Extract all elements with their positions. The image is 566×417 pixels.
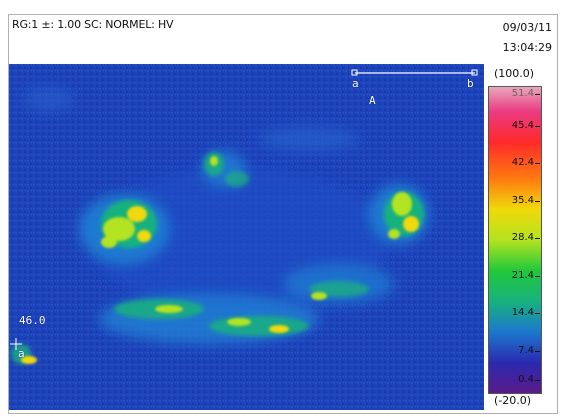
spot-temperature-value: 46.0 <box>19 314 46 327</box>
colorbar-tick: 7.4 <box>490 345 540 356</box>
colorbar-tick: 0.4 <box>490 374 540 385</box>
colorbar-tick: 21.4 <box>490 270 540 281</box>
colorbar-max-label: (100.0) <box>494 67 535 80</box>
line-marker-label: A <box>369 94 376 107</box>
line-point-b-label: b <box>467 77 474 90</box>
camera-settings-text: RG:1 ±: 1.00 SC: NORMEL: HV <box>12 18 174 31</box>
colorbar-tick: 51.4 <box>490 88 540 99</box>
thermal-image-canvas <box>9 64 484 410</box>
colorbar-gradient <box>488 86 542 394</box>
colorbar: (100.0) 51.4 45.4 42.4 35.4 28.4 21.4 14… <box>484 64 557 410</box>
colorbar-tick: 14.4 <box>490 307 540 318</box>
date-text: 09/03/11 <box>502 21 552 34</box>
time-text: 13:04:29 <box>502 41 552 54</box>
colorbar-tick: 28.4 <box>490 232 540 243</box>
thermal-image[interactable]: a b A 46.0 a <box>9 64 484 410</box>
timestamp: 09/03/11 13:04:29 <box>503 18 552 58</box>
colorbar-min-label: (-20.0) <box>494 394 532 407</box>
spot-label: a <box>18 347 25 360</box>
hot-zones <box>21 156 419 364</box>
spot-marker[interactable] <box>10 338 22 350</box>
colorbar-tick: 45.4 <box>490 120 540 131</box>
line-point-a-label: a <box>352 77 359 90</box>
line-measurement-tool[interactable] <box>351 69 478 76</box>
colorbar-tick: 35.4 <box>490 195 540 206</box>
colorbar-tick: 42.4 <box>490 157 540 168</box>
